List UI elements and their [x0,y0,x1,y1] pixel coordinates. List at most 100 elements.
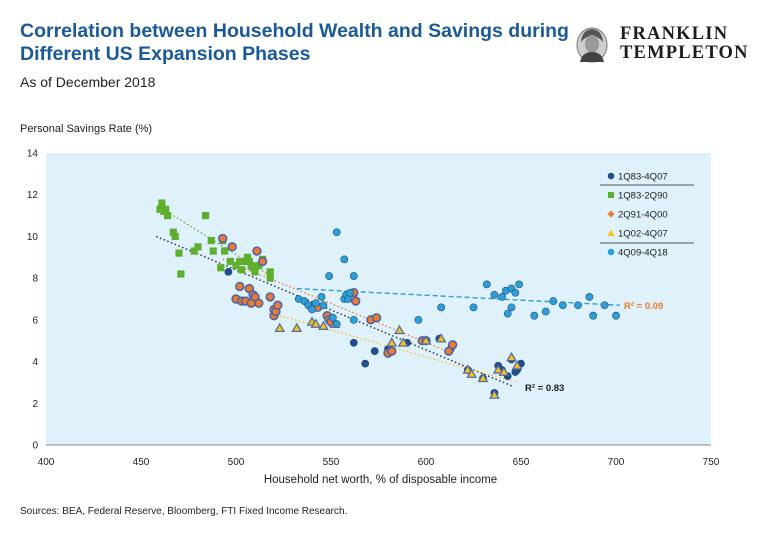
y-tick-label: 0 [32,441,38,452]
source-note: Sources: BEA, Federal Reserve, Bloomberg… [20,506,348,517]
data-point [227,242,237,252]
data-point [462,364,474,374]
data-point [506,351,517,362]
data-point [266,268,274,276]
data-point [194,243,202,251]
data-point [361,359,370,368]
data-point [489,389,500,399]
data-point [318,320,329,330]
data-point [466,368,477,378]
x-tick-label: 500 [228,457,245,468]
x-tick-label: 650 [513,457,530,468]
data-point [370,347,379,356]
data-point [340,255,349,264]
data-point [245,257,253,266]
data-point [447,340,458,350]
data-point [218,233,228,244]
chart-title: Correlation between Household Wealth and… [20,20,569,65]
data-point [332,228,341,237]
data-point [266,274,274,282]
data-point [420,335,432,345]
y-tick-label: 4 [32,357,38,368]
data-point [511,288,520,297]
data-point [530,311,539,320]
trendline [296,287,620,306]
data-point [310,318,322,328]
data-point [202,211,210,220]
legend-label: 2Q91-4Q00 [618,210,668,221]
data-point [414,315,423,324]
data-point [515,280,523,289]
data-point [236,257,244,266]
data-point [254,298,264,308]
y-tick-label: 14 [27,149,39,160]
data-point [169,228,177,236]
data-point [162,205,170,213]
y-tick-label: 10 [27,232,39,243]
y-tick-label: 2 [32,399,38,410]
data-point [394,324,405,335]
data-point [328,313,337,322]
logo-line-2: TEMPLETON [620,43,749,63]
trendline [155,235,514,388]
data-point [158,199,166,207]
data-point [251,268,259,276]
y-axis-title: Personal Savings Rate (%) [20,123,153,135]
r2-label-2009-2018: R² = 0.09 [624,301,663,312]
data-point [252,246,262,256]
data-point [371,313,382,323]
x-axis-title: Household net worth, % of disposable inc… [263,474,498,486]
data-point [164,211,172,220]
data-point [171,232,179,241]
legend-marker [607,210,615,218]
data-point [273,300,283,310]
data-point [209,247,217,255]
franklin-templeton-logo: FRANKLIN TEMPLETON [572,22,752,66]
data-point [221,247,229,255]
data-point [558,301,567,310]
legend-marker [607,172,615,180]
data-point [503,309,512,318]
data-point [435,333,447,343]
data-point [156,205,164,213]
data-point [469,303,478,312]
data-point [490,290,499,299]
franklin-portrait-icon [576,27,608,63]
data-point [349,338,358,347]
x-tick-label: 750 [703,457,720,468]
data-point [511,360,523,370]
logo-text: FRANKLIN TEMPLETON [620,25,749,63]
x-tick-label: 550 [323,457,340,468]
data-point [190,247,198,255]
legend-marker [607,229,615,236]
data-point [265,292,275,302]
data-point [387,346,397,356]
y-tick-label: 8 [32,274,38,285]
plot-area [46,153,711,445]
data-point [317,293,326,301]
series-4Q09-4Q18 [294,228,620,328]
data-point [226,257,234,266]
data-point [612,311,620,320]
data-point [574,301,582,310]
data-point [175,249,183,257]
data-point [308,305,316,314]
y-tick-label: 6 [32,315,38,326]
data-point [386,337,398,347]
data-point [238,266,246,274]
data-point [541,307,550,316]
data-point [177,270,185,278]
data-point [349,315,358,324]
legend-label: 1Q02-4Q07 [618,229,668,240]
data-point [585,293,594,301]
legend-marker [607,248,615,256]
data-point [437,303,446,312]
data-point [349,272,358,280]
data-point [492,364,504,374]
x-tick-label: 700 [608,457,625,468]
x-tick-label: 400 [38,457,55,468]
r2-label-1983-2007: R² = 0.83 [525,383,564,394]
data-point [224,267,233,276]
data-point [291,322,303,333]
